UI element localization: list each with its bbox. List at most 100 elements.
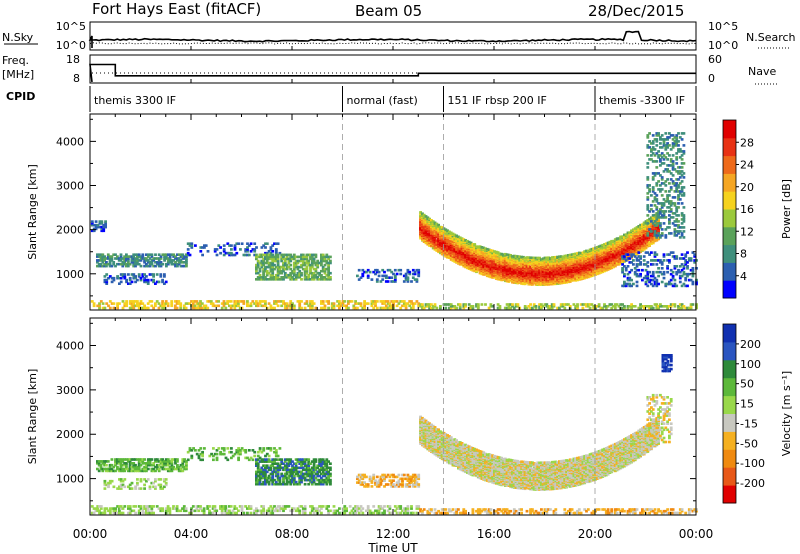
data-cell xyxy=(163,306,166,310)
data-cell xyxy=(361,306,365,310)
data-cell xyxy=(498,269,502,273)
data-cell xyxy=(242,253,246,257)
cpid-label: CPID xyxy=(6,90,35,103)
data-cell xyxy=(606,305,610,308)
data-cell xyxy=(148,253,152,256)
data-cell xyxy=(125,257,128,260)
data-cell xyxy=(96,223,100,227)
data-cell xyxy=(235,302,238,305)
data-cell xyxy=(119,276,123,280)
data-cell xyxy=(514,274,518,278)
data-cell xyxy=(291,278,294,281)
data-cell xyxy=(172,259,176,262)
data-cell xyxy=(271,306,275,310)
data-cell xyxy=(516,259,520,262)
data-cell xyxy=(126,259,130,262)
data-cell xyxy=(105,264,108,268)
data-cell xyxy=(462,240,466,244)
data-cell xyxy=(448,234,451,237)
data-cell xyxy=(478,245,482,248)
data-cell xyxy=(289,278,293,281)
data-cell xyxy=(430,303,433,306)
data-cell xyxy=(448,254,451,258)
data-cell xyxy=(503,279,507,283)
data-cell xyxy=(186,302,190,305)
data-cell xyxy=(563,303,567,306)
data-cell xyxy=(689,305,693,308)
data-cell xyxy=(128,300,132,303)
data-cell xyxy=(325,255,329,259)
data-cell xyxy=(500,268,504,271)
data-cell xyxy=(276,304,280,308)
data-cell xyxy=(190,246,194,249)
data-cell xyxy=(502,263,505,267)
data-cell xyxy=(99,257,103,260)
data-cell xyxy=(514,254,518,258)
data-cell xyxy=(271,269,275,273)
data-cell xyxy=(199,300,202,303)
data-cell xyxy=(363,270,366,274)
data-cell xyxy=(238,300,242,303)
data-cell xyxy=(199,250,203,253)
data-cell xyxy=(487,250,491,253)
data-cell xyxy=(471,305,475,308)
data-cell xyxy=(193,304,197,308)
data-cell xyxy=(159,275,163,278)
data-cell xyxy=(381,268,385,272)
data-cell xyxy=(237,300,240,303)
data-cell xyxy=(224,306,228,310)
data-cell xyxy=(104,225,107,229)
data-cell xyxy=(231,304,235,308)
data-cell xyxy=(512,277,516,281)
data-cell xyxy=(384,300,388,303)
data-cell xyxy=(143,278,146,282)
data-cell xyxy=(103,264,106,268)
data-cell xyxy=(148,257,152,260)
data-cell xyxy=(262,253,265,257)
data-cell xyxy=(146,282,150,285)
data-cell xyxy=(94,220,98,223)
data-cell xyxy=(199,304,202,308)
data-cell xyxy=(484,272,487,275)
data-cell xyxy=(448,235,451,239)
data-cell xyxy=(101,264,105,268)
data-cell xyxy=(125,302,128,305)
data-cell xyxy=(347,300,350,303)
data-cell xyxy=(264,302,267,305)
data-cell xyxy=(316,276,320,279)
data-cell xyxy=(300,300,303,303)
data-cell xyxy=(230,251,233,255)
data-cell xyxy=(134,300,137,303)
data-cell xyxy=(475,269,478,273)
data-cell xyxy=(489,252,493,256)
data-cell xyxy=(325,267,329,271)
data-cell xyxy=(264,278,267,281)
data-cell xyxy=(137,273,141,276)
data-cell xyxy=(312,259,316,263)
data-cell xyxy=(116,275,119,278)
data-cell xyxy=(132,276,136,280)
data-cell xyxy=(677,306,680,310)
data-cell xyxy=(208,300,211,303)
data-cell xyxy=(411,306,415,310)
data-cell xyxy=(444,228,448,231)
data-cell xyxy=(303,267,307,271)
data-cell xyxy=(489,259,493,263)
data-cell xyxy=(356,274,359,278)
data-cell xyxy=(307,261,311,265)
data-cell xyxy=(332,304,336,308)
data-cell xyxy=(296,265,300,269)
data-cell xyxy=(411,276,415,279)
data-cell xyxy=(188,253,192,257)
data-cell xyxy=(310,278,314,281)
data-cell xyxy=(175,306,179,310)
data-cell xyxy=(444,249,448,253)
data-cell xyxy=(150,278,154,282)
data-cell xyxy=(384,304,388,308)
data-cell xyxy=(395,300,399,303)
data-cell xyxy=(118,302,121,305)
data-cell xyxy=(359,276,363,279)
data-cell xyxy=(464,252,467,256)
data-cell xyxy=(298,306,302,310)
data-cell xyxy=(476,306,480,310)
